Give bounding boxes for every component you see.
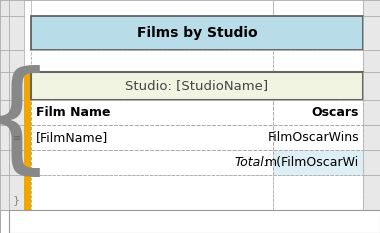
Bar xyxy=(0,0,9,16)
Text: }: } xyxy=(13,195,20,205)
Bar xyxy=(9,0,24,16)
Bar xyxy=(0,125,9,150)
Bar xyxy=(9,72,24,100)
Bar xyxy=(9,50,24,72)
Bar xyxy=(9,100,24,125)
Bar xyxy=(31,100,273,125)
Bar xyxy=(363,72,380,100)
Bar xyxy=(0,210,9,233)
Bar xyxy=(31,175,273,210)
Bar xyxy=(24,175,31,210)
Bar xyxy=(9,210,380,233)
Bar xyxy=(0,50,9,72)
Bar xyxy=(273,100,363,125)
Bar xyxy=(0,100,9,125)
Bar xyxy=(273,175,363,210)
Text: FilmOscarWins: FilmOscarWins xyxy=(268,131,359,144)
Bar xyxy=(0,72,9,100)
Bar xyxy=(363,175,380,210)
Text: Films by Studio: Films by Studio xyxy=(137,26,257,40)
Bar xyxy=(0,150,9,175)
Bar xyxy=(273,125,363,150)
Bar xyxy=(31,0,273,16)
Bar xyxy=(363,0,380,16)
Text: ≡: ≡ xyxy=(13,133,22,143)
Text: [FilmName]: [FilmName] xyxy=(36,131,108,144)
Bar xyxy=(9,175,24,210)
Bar xyxy=(24,72,31,100)
Bar xyxy=(24,125,31,150)
Bar xyxy=(31,125,273,150)
Bar xyxy=(363,150,380,175)
Bar xyxy=(9,150,24,175)
Bar xyxy=(273,150,363,175)
Bar xyxy=(273,50,363,72)
Bar xyxy=(363,16,380,50)
Bar xyxy=(363,50,380,72)
Bar xyxy=(9,125,24,150)
Bar xyxy=(24,150,31,175)
Bar xyxy=(31,150,273,175)
Text: Studio: [StudioName]: Studio: [StudioName] xyxy=(125,79,269,93)
Bar xyxy=(0,175,9,210)
Bar xyxy=(273,0,363,16)
Bar xyxy=(363,125,380,150)
Text: Total:: Total: xyxy=(234,156,268,169)
Bar xyxy=(31,16,363,50)
Text: Oscars: Oscars xyxy=(312,106,359,119)
Bar xyxy=(31,50,273,72)
Text: m(FilmOscarWi: m(FilmOscarWi xyxy=(265,156,359,169)
Bar xyxy=(31,72,363,100)
Text: Film Name: Film Name xyxy=(36,106,111,119)
Bar xyxy=(363,100,380,125)
Bar xyxy=(9,16,24,50)
Text: {: { xyxy=(0,65,55,182)
Bar xyxy=(0,16,9,50)
Bar xyxy=(24,100,31,125)
